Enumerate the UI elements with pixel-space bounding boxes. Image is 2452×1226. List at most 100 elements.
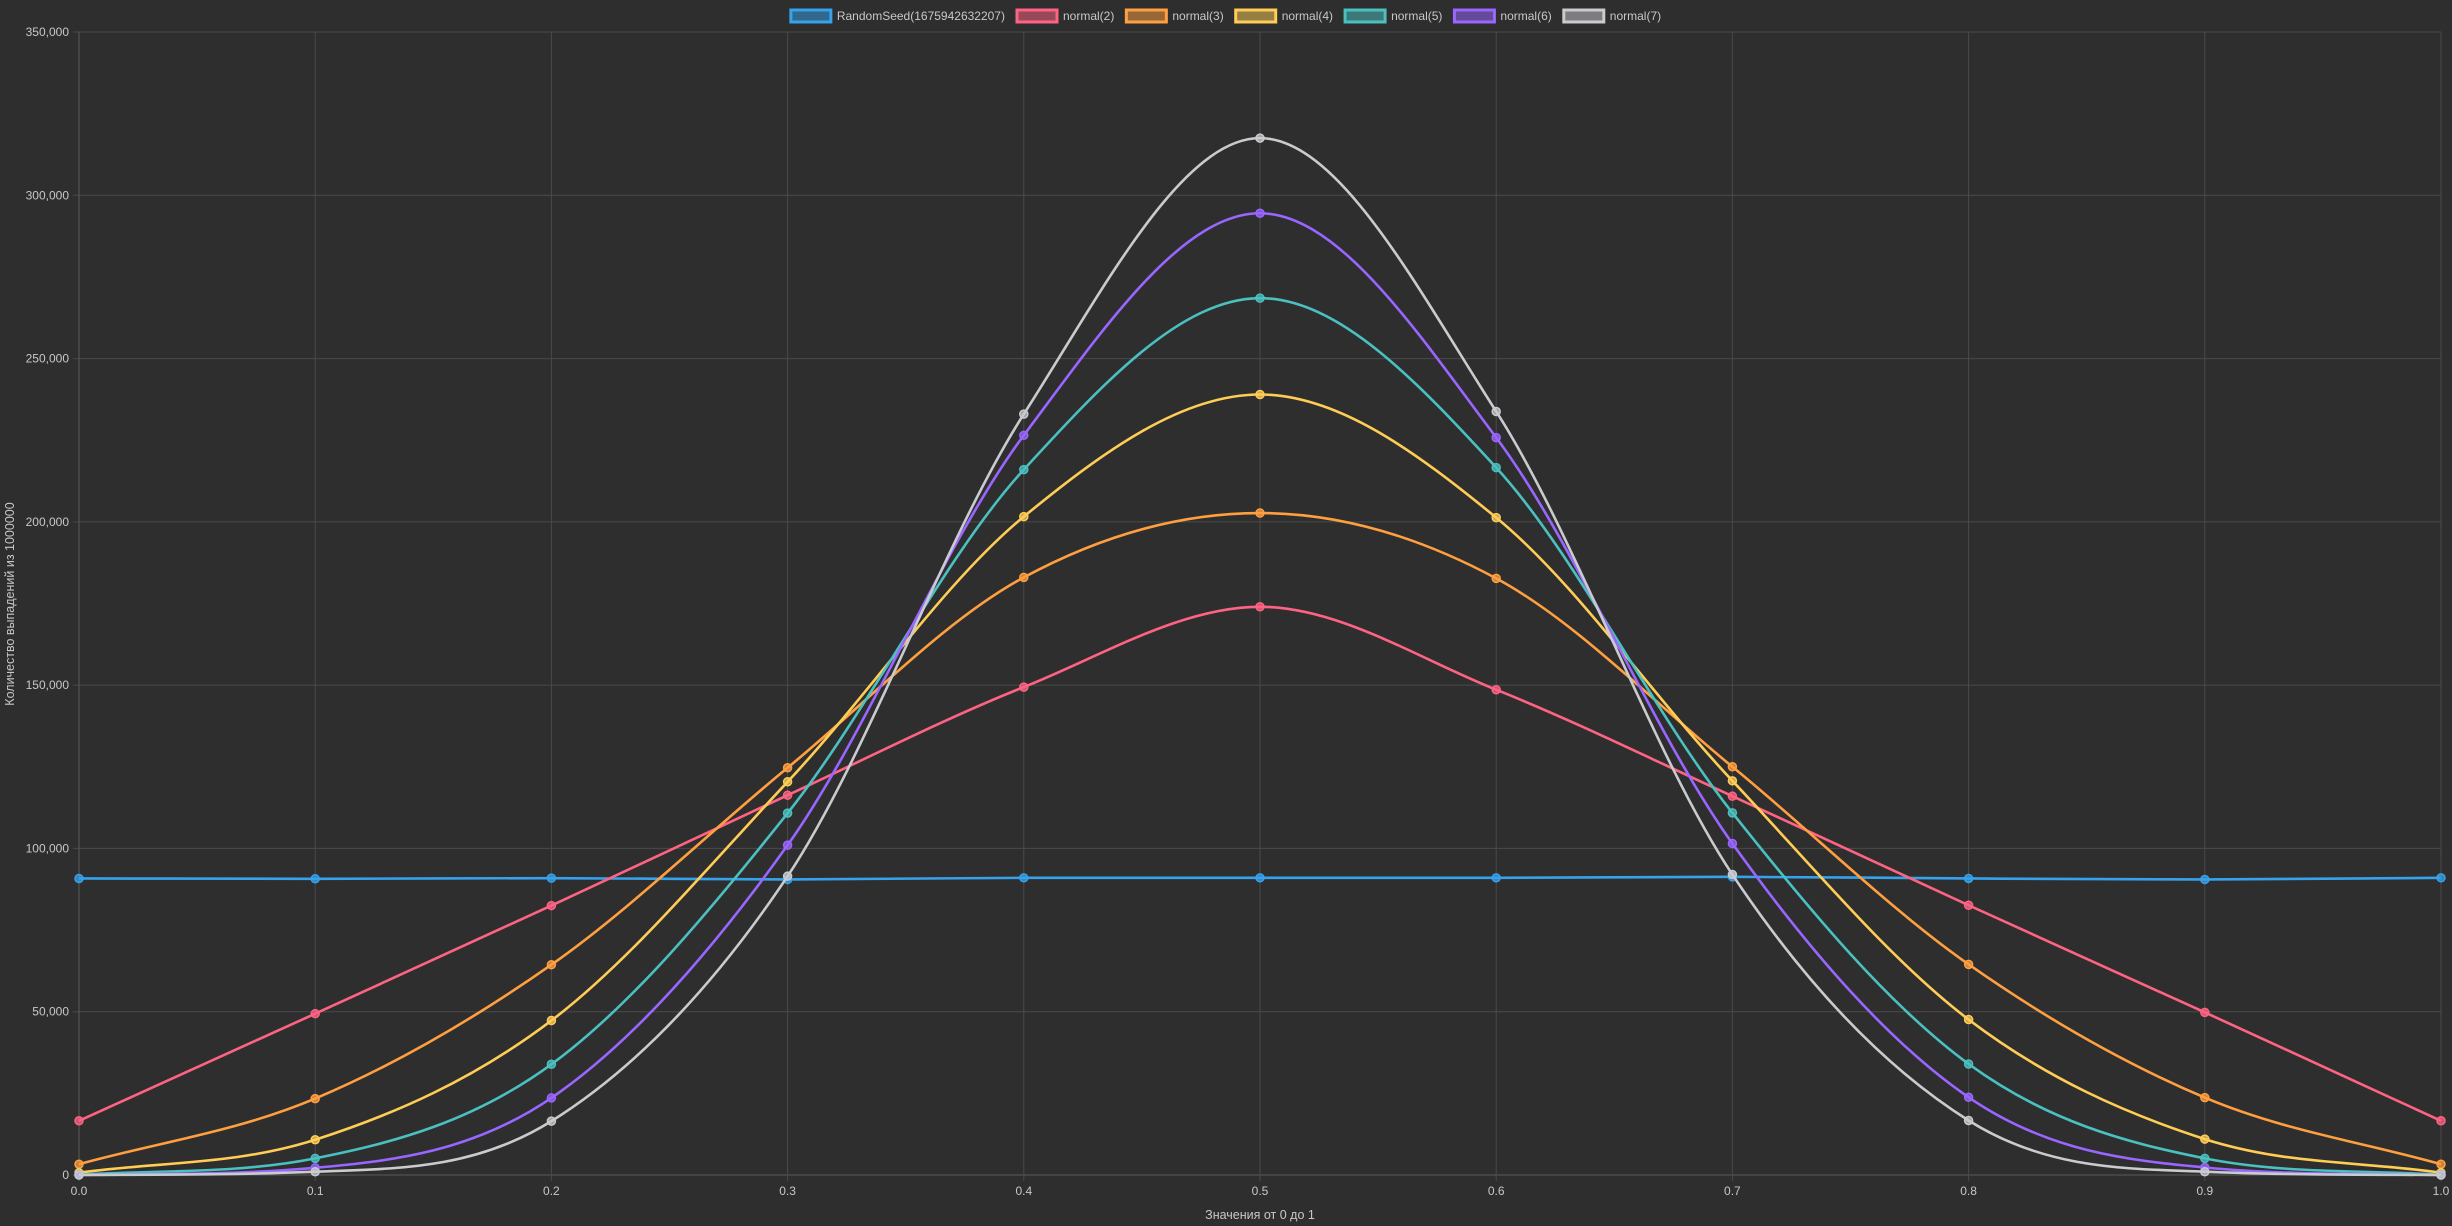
data-point[interactable]: [1491, 432, 1501, 443]
legend: RandomSeed(1675942632207) normal(2) normal…: [789, 8, 1661, 24]
data-point[interactable]: [310, 874, 320, 884]
y-axis-ticks: 0 50,000 100,000 150,000 200,000 250,000 300,0…: [26, 25, 70, 1182]
data-point[interactable]: [74, 1159, 84, 1169]
legend-label: normal(6): [1500, 9, 1551, 23]
data-point[interactable]: [782, 763, 793, 773]
data-point[interactable]: [74, 1170, 84, 1180]
data-point[interactable]: [1491, 573, 1501, 584]
data-point[interactable]: [1963, 900, 1974, 911]
data-point[interactable]: [546, 1015, 557, 1026]
legend-item[interactable]: normal(5): [1343, 8, 1442, 24]
data-point[interactable]: [310, 1093, 320, 1104]
data-point[interactable]: [1963, 959, 1974, 970]
data-point[interactable]: [2200, 1153, 2210, 1164]
data-point[interactable]: [74, 1116, 84, 1126]
data-point[interactable]: [2436, 873, 2446, 883]
data-point[interactable]: [782, 840, 793, 850]
legend-item[interactable]: normal(4): [1234, 8, 1333, 24]
data-point[interactable]: [1255, 602, 1265, 612]
data-point[interactable]: [782, 790, 793, 800]
series-normal(2): [74, 602, 2446, 1126]
data-point[interactable]: [1255, 208, 1265, 218]
data-point[interactable]: [2200, 1134, 2210, 1144]
x-tick-label: 0.9: [2196, 1184, 2213, 1198]
data-point[interactable]: [782, 777, 793, 787]
data-point[interactable]: [310, 1134, 320, 1145]
legend-label: normal(7): [1610, 9, 1661, 23]
data-point[interactable]: [1491, 462, 1501, 473]
x-tick-label: 0.2: [543, 1184, 560, 1198]
legend-item[interactable]: normal(7): [1562, 8, 1661, 24]
x-tick-label: 0.0: [71, 1184, 88, 1198]
y-axis-title: Количество выпадений из 1000000: [3, 502, 17, 705]
data-point[interactable]: [1255, 293, 1265, 303]
data-point[interactable]: [1727, 762, 1738, 772]
data-point[interactable]: [1255, 508, 1265, 518]
data-point[interactable]: [1019, 409, 1029, 419]
data-point[interactable]: [1255, 389, 1265, 400]
data-point[interactable]: [2200, 1166, 2210, 1177]
data-point[interactable]: [1963, 873, 1974, 884]
data-point[interactable]: [1727, 776, 1738, 786]
data-point[interactable]: [1019, 572, 1029, 583]
legend-label: normal(3): [1172, 9, 1223, 23]
legend-swatch: [1124, 8, 1168, 24]
data-point[interactable]: [310, 1166, 320, 1177]
data-point[interactable]: [310, 1153, 320, 1164]
data-point[interactable]: [1727, 808, 1738, 818]
data-point[interactable]: [1491, 406, 1501, 417]
y-tick-label: 0: [62, 1168, 69, 1182]
legend-swatch: [1234, 8, 1278, 24]
data-point[interactable]: [2200, 1092, 2210, 1103]
data-point[interactable]: [546, 873, 557, 883]
data-point[interactable]: [1491, 684, 1501, 695]
legend-item[interactable]: normal(6): [1452, 8, 1552, 24]
series-normal(7): [74, 133, 2446, 1180]
x-tick-label: 0.1: [307, 1184, 324, 1198]
data-point[interactable]: [1019, 873, 1029, 883]
y-tick-label: 50,000: [32, 1005, 69, 1019]
data-point[interactable]: [2436, 1170, 2446, 1180]
data-point[interactable]: [1019, 430, 1029, 441]
data-point[interactable]: [74, 873, 84, 884]
legend-swatch: [1562, 8, 1606, 24]
data-point[interactable]: [546, 1059, 557, 1070]
data-point[interactable]: [2200, 1007, 2210, 1018]
data-point[interactable]: [1727, 791, 1738, 801]
data-point[interactable]: [1019, 511, 1029, 522]
legend-swatch: [1343, 8, 1387, 24]
data-point[interactable]: [2200, 874, 2210, 885]
data-point[interactable]: [1491, 873, 1501, 883]
data-point[interactable]: [782, 871, 793, 881]
data-point[interactable]: [1491, 512, 1501, 523]
series-lines: [74, 133, 2446, 1180]
data-point[interactable]: [1727, 869, 1738, 880]
data-point[interactable]: [546, 959, 557, 970]
data-point[interactable]: [1963, 1092, 1974, 1103]
legend-item[interactable]: RandomSeed(1675942632207): [789, 8, 1005, 24]
x-axis-ticks: 0.0 0.1 0.2 0.3 0.4 0.5 0.6 0.7 0.8 0.9 1.0: [71, 1184, 2450, 1198]
data-point[interactable]: [1255, 133, 1265, 143]
data-point[interactable]: [546, 1093, 557, 1103]
data-point[interactable]: [310, 1008, 320, 1019]
x-tick-label: 0.5: [1252, 1184, 1269, 1198]
data-point[interactable]: [1255, 873, 1265, 883]
legend-item[interactable]: normal(2): [1015, 8, 1114, 24]
data-point[interactable]: [1019, 682, 1029, 692]
y-tick-label: 200,000: [26, 515, 70, 529]
data-point[interactable]: [1963, 1014, 1974, 1025]
legend-item[interactable]: normal(3): [1124, 8, 1224, 24]
data-point[interactable]: [546, 1116, 557, 1126]
y-tick-label: 150,000: [26, 678, 70, 692]
legend-label: normal(2): [1063, 9, 1114, 23]
data-point[interactable]: [1019, 464, 1029, 475]
data-point[interactable]: [1727, 838, 1738, 849]
data-point[interactable]: [2436, 1116, 2446, 1126]
data-point[interactable]: [1963, 1059, 1974, 1069]
data-point[interactable]: [1963, 1115, 1974, 1126]
data-point[interactable]: [546, 900, 557, 911]
data-point[interactable]: [2436, 1159, 2446, 1169]
data-point[interactable]: [782, 808, 793, 818]
x-tick-label: 0.6: [1488, 1184, 1505, 1198]
